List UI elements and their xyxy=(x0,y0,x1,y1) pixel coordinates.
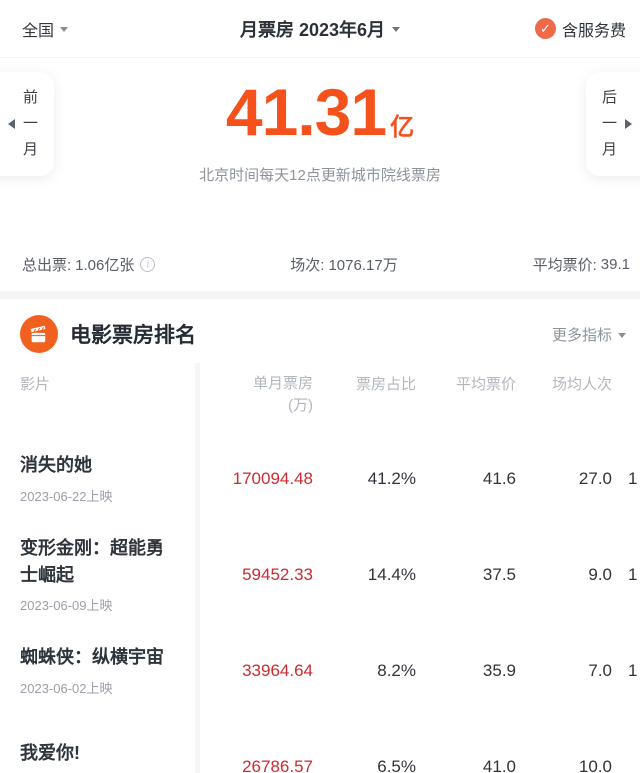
more-metrics-label: 更多指标 xyxy=(551,326,612,344)
movie-next-partial: 1 xyxy=(628,564,638,584)
stat-label: 总出票: xyxy=(22,257,72,274)
movie-avg-price: 37.5 xyxy=(482,564,516,584)
total-box-office: 41.31 亿 xyxy=(0,58,640,150)
movie-next-partial: 1 xyxy=(628,468,638,488)
movie-box-office: 170094.48 xyxy=(232,468,313,488)
movie-release-date: 2023-06-09上映 xyxy=(20,597,113,613)
more-metrics-button[interactable]: 更多指标 xyxy=(552,324,626,345)
movie-title: 消失的她 xyxy=(20,455,92,476)
clapperboard-icon xyxy=(20,315,58,353)
movie-box-office: 59452.33 xyxy=(242,564,313,584)
update-note: 北京时间每天12点更新城市院线票房 xyxy=(199,167,441,184)
table-row[interactable]: 我爱你! 2023-06-21上映 26786.57 6.5% 41.0 10.… xyxy=(0,719,640,773)
info-icon[interactable]: i xyxy=(140,257,156,272)
column-divider xyxy=(195,363,200,773)
movie-attendance: 10.0 xyxy=(578,756,612,773)
total-box-office-value: 41.31 xyxy=(225,75,387,149)
movie-share: 8.2% xyxy=(377,660,416,680)
prev-month-button[interactable]: 前一月 xyxy=(0,72,54,176)
stat-value: 1076.17万 xyxy=(328,257,398,274)
region-label: 全国 xyxy=(22,22,55,40)
stat-value: 39.1 xyxy=(600,256,630,273)
movie-share: 6.5% xyxy=(377,756,416,773)
service-fee-toggle[interactable]: ✓ 含服务费 xyxy=(534,17,626,41)
col-header-avg-price[interactable]: 平均票价 xyxy=(455,376,516,393)
summary-stats: 总出票: 1.06亿张 i 场次: 1076.17万 平均票价: 39.1 xyxy=(0,248,640,291)
ranking-table: 影片 单月票房 (万) 票房占比 平均票价 场均人次 消失的她 2023-06-… xyxy=(0,363,640,773)
movie-attendance: 9.0 xyxy=(588,564,612,584)
col-header-box-office[interactable]: 单月票房 (万) xyxy=(252,375,313,414)
movie-avg-price: 35.9 xyxy=(482,660,516,680)
movie-next-partial: 1 xyxy=(628,660,638,680)
movie-attendance: 7.0 xyxy=(588,660,612,680)
col-header-attendance[interactable]: 场均人次 xyxy=(551,376,612,393)
table-row[interactable]: 变形金刚：超能勇士崛起 2023-06-09上映 59452.33 14.4% … xyxy=(0,527,640,623)
movie-title: 蜘蛛侠：纵横宇宙 xyxy=(20,647,164,668)
arrow-right-icon xyxy=(625,119,633,129)
movie-release-date: 2023-06-02上映 xyxy=(20,680,113,696)
stat-label: 平均票价: xyxy=(532,257,597,274)
stat-sessions: 场次: 1076.17万 xyxy=(290,254,397,275)
ranking-title: 电影票房排名 xyxy=(70,324,196,347)
movie-box-office: 26786.57 xyxy=(242,756,313,773)
chevron-down-icon xyxy=(60,27,69,32)
chevron-down-icon xyxy=(618,332,626,338)
stat-total-tickets: 总出票: 1.06亿张 i xyxy=(22,254,156,275)
ranking-section: 电影票房排名 更多指标 影片 单月票房 (万) 票房占比 平均票价 场均人次 xyxy=(0,299,640,773)
movie-avg-price: 41.0 xyxy=(482,756,516,773)
col-header-share[interactable]: 票房占比 xyxy=(355,376,416,393)
table-header-row: 影片 单月票房 (万) 票房占比 平均票价 场均人次 xyxy=(0,363,640,431)
movie-box-office: 33964.64 xyxy=(242,660,313,680)
col-header-movie[interactable]: 影片 xyxy=(20,376,51,393)
table-row[interactable]: 蜘蛛侠：纵横宇宙 2023-06-02上映 33964.64 8.2% 35.9… xyxy=(0,623,640,719)
movie-release-date: 2023-06-22上映 xyxy=(20,488,113,504)
movie-title: 我爱你! xyxy=(20,743,80,764)
arrow-left-icon xyxy=(7,119,15,129)
stat-value: 1.06亿张 xyxy=(75,257,135,274)
movie-avg-price: 41.6 xyxy=(482,468,516,488)
movie-title: 变形金刚：超能勇士崛起 xyxy=(20,538,164,585)
top-bar: 全国 月票房 2023年6月 ✓ 含服务费 xyxy=(0,0,640,58)
section-divider xyxy=(0,291,640,299)
service-fee-label: 含服务费 xyxy=(561,22,626,40)
check-icon: ✓ xyxy=(534,18,556,39)
total-box-office-unit: 亿 xyxy=(390,114,415,141)
hero-section: 前一月 后一月 41.31 亿 北京时间每天12点更新城市院线票房 xyxy=(0,58,640,248)
month-selector[interactable]: 月票房 2023年6月 xyxy=(239,16,401,42)
ranking-header: 电影票房排名 更多指标 xyxy=(0,299,640,363)
movie-attendance: 27.0 xyxy=(578,468,612,488)
chevron-down-icon xyxy=(392,27,401,32)
next-month-button[interactable]: 后一月 xyxy=(586,72,640,176)
next-month-label: 后一月 xyxy=(601,88,617,159)
stat-label: 场次: xyxy=(290,257,325,274)
page-title: 月票房 2023年6月 xyxy=(239,19,386,40)
table-row[interactable]: 消失的她 2023-06-22上映 170094.48 41.2% 41.6 2… xyxy=(0,431,640,527)
movie-share: 41.2% xyxy=(367,468,416,488)
region-selector[interactable]: 全国 xyxy=(22,17,69,41)
stat-avg-price: 平均票价: 39.1 xyxy=(533,254,630,275)
movie-share: 14.4% xyxy=(367,564,416,584)
prev-month-label: 前一月 xyxy=(22,88,38,159)
